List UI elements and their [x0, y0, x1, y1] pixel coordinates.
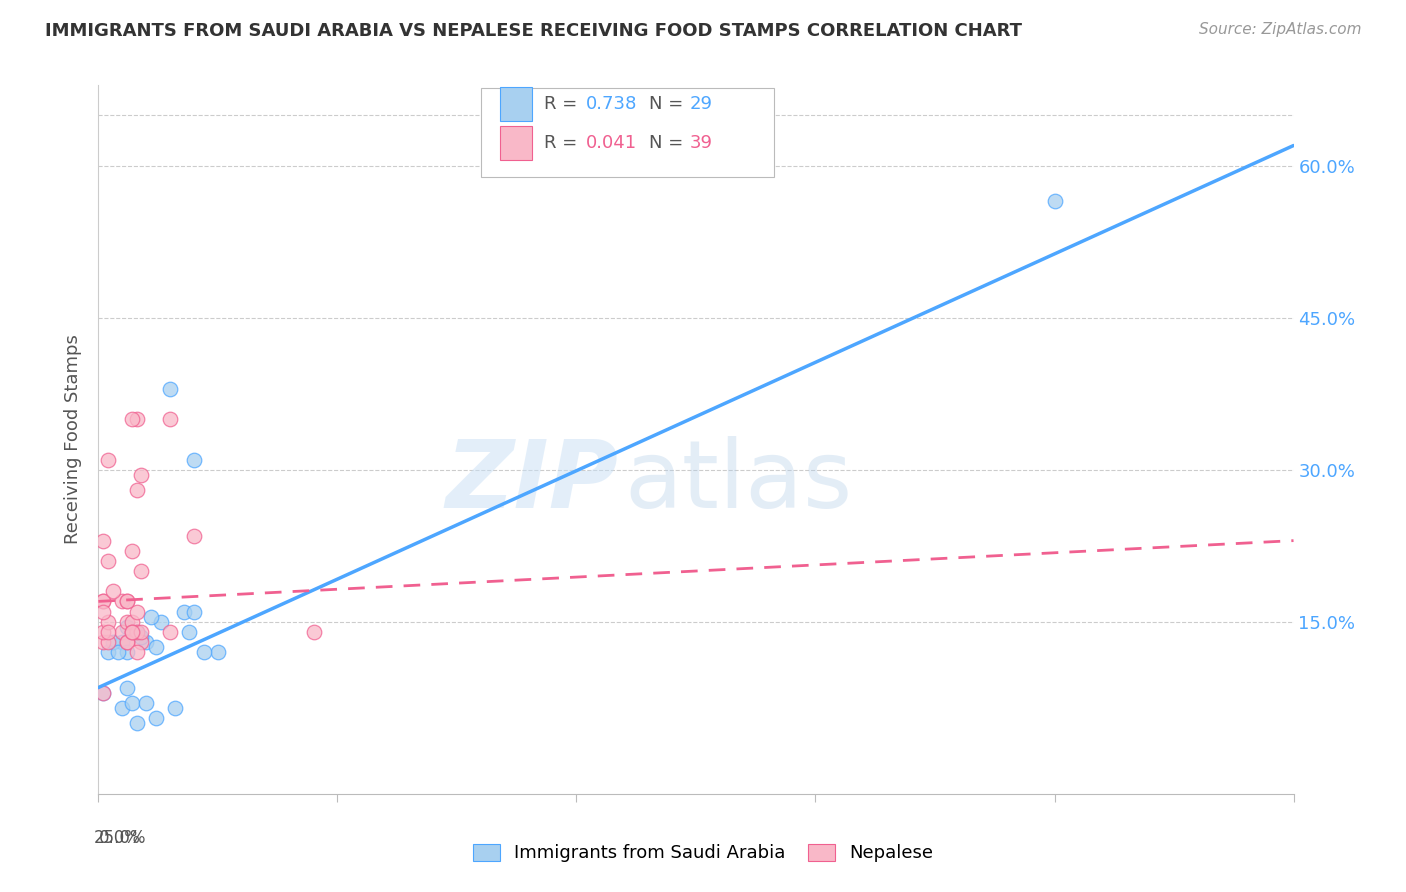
Point [139, 609, 162, 624]
FancyBboxPatch shape [501, 127, 533, 160]
Point [135, 696, 157, 710]
Point [91, 605, 114, 619]
Point [121, 624, 143, 639]
Point [125, 605, 148, 619]
Y-axis label: Receiving Food Stamps: Receiving Food Stamps [63, 334, 82, 544]
Point [101, 635, 124, 649]
Text: N =: N = [650, 95, 689, 112]
Point [121, 624, 143, 639]
Point [131, 467, 153, 482]
Point [131, 635, 153, 649]
Point [115, 615, 138, 629]
Point [91, 533, 114, 548]
Text: atlas: atlas [624, 436, 852, 528]
Point [145, 711, 167, 725]
Point [115, 681, 138, 695]
Point [111, 700, 134, 714]
Point [97, 635, 120, 649]
Point [131, 564, 153, 578]
Point [107, 645, 129, 659]
Point [115, 635, 138, 649]
Point [125, 624, 148, 639]
Point [91, 594, 114, 608]
Point [111, 594, 134, 608]
Text: IMMIGRANTS FROM SAUDI ARABIA VS NEPALESE RECEIVING FOOD STAMPS CORRELATION CHART: IMMIGRANTS FROM SAUDI ARABIA VS NEPALESE… [45, 22, 1022, 40]
Text: R =: R = [544, 95, 583, 112]
Point [1043, 194, 1066, 209]
Point [101, 584, 124, 599]
Text: 39: 39 [690, 134, 713, 152]
Point [121, 412, 143, 426]
Point [97, 452, 120, 467]
Point [121, 624, 143, 639]
Point [183, 452, 205, 467]
Point [121, 696, 143, 710]
Point [97, 624, 120, 639]
Point [115, 594, 138, 608]
Point [183, 605, 205, 619]
Point [163, 700, 186, 714]
Point [111, 624, 134, 639]
Text: 0.0%: 0.0% [98, 830, 141, 847]
Text: N =: N = [650, 134, 689, 152]
Point [207, 645, 229, 659]
Point [115, 645, 138, 659]
Point [125, 715, 148, 730]
FancyBboxPatch shape [501, 87, 533, 120]
Point [91, 635, 114, 649]
Point [91, 594, 114, 608]
Point [135, 635, 157, 649]
Point [145, 640, 167, 654]
Point [91, 685, 114, 699]
Point [125, 645, 148, 659]
Point [115, 594, 138, 608]
Point [193, 645, 215, 659]
Point [91, 685, 114, 699]
Point [159, 382, 181, 396]
Text: ZIP: ZIP [446, 436, 619, 528]
Point [115, 620, 138, 634]
Text: 0.041: 0.041 [586, 134, 637, 152]
Point [302, 624, 325, 639]
Point [125, 412, 148, 426]
Point [97, 645, 120, 659]
Point [115, 635, 138, 649]
Point [121, 543, 143, 558]
FancyBboxPatch shape [481, 88, 773, 177]
Point [125, 624, 148, 639]
Text: R =: R = [544, 134, 583, 152]
Text: 25.0%: 25.0% [94, 830, 146, 847]
Point [131, 624, 153, 639]
Point [173, 605, 195, 619]
Point [121, 615, 143, 629]
Point [97, 615, 120, 629]
Point [183, 528, 205, 542]
Point [97, 554, 120, 568]
Legend: Immigrants from Saudi Arabia, Nepalese: Immigrants from Saudi Arabia, Nepalese [465, 837, 941, 870]
Text: Source: ZipAtlas.com: Source: ZipAtlas.com [1198, 22, 1361, 37]
Point [111, 635, 134, 649]
Point [91, 624, 114, 639]
Point [179, 624, 201, 639]
Point [121, 624, 143, 639]
Point [149, 615, 172, 629]
Text: 0.738: 0.738 [586, 95, 637, 112]
Point [125, 483, 148, 497]
Point [131, 630, 153, 644]
Text: 29: 29 [690, 95, 713, 112]
Point [159, 412, 181, 426]
Point [159, 624, 181, 639]
